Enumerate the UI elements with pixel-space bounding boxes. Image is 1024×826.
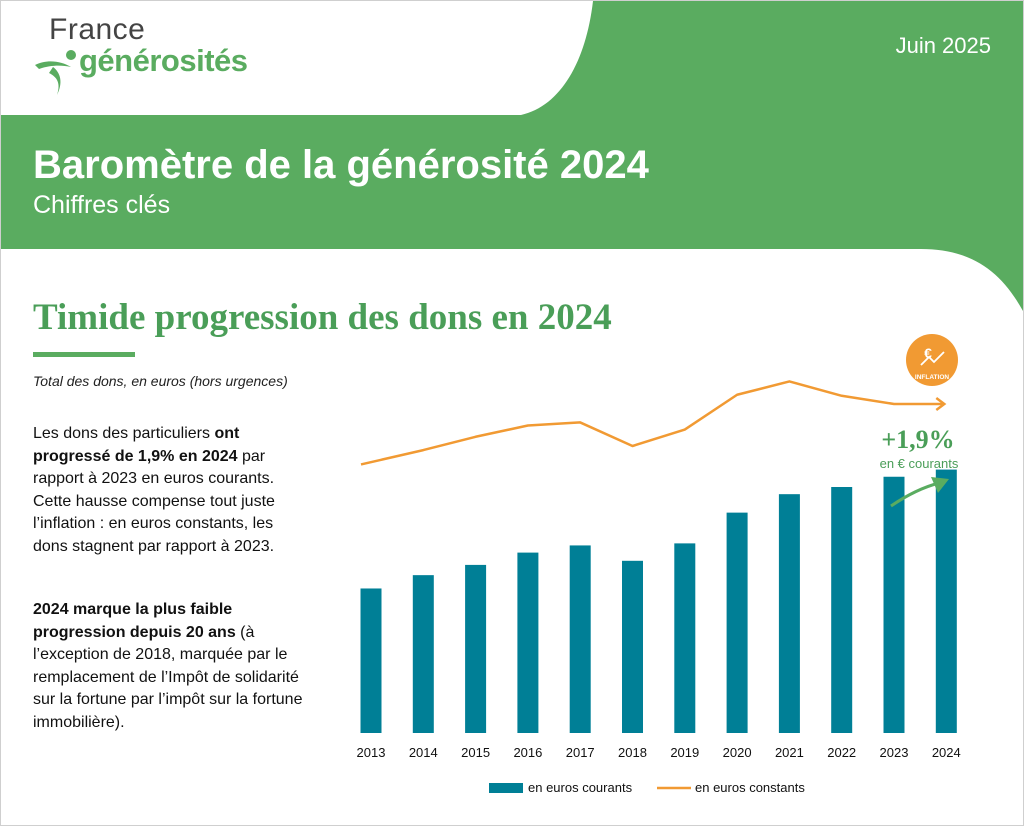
legend-label-euros-courants: en euros courants bbox=[528, 780, 633, 795]
bar-2017 bbox=[569, 545, 591, 733]
bar-2013 bbox=[360, 588, 382, 733]
bar-2019 bbox=[674, 543, 696, 733]
bar-2020 bbox=[726, 512, 748, 733]
growth-arrowhead-icon bbox=[931, 477, 949, 493]
line-arrowhead-icon bbox=[935, 396, 947, 411]
x-tick-label: 2014 bbox=[409, 745, 438, 760]
x-tick-label: 2016 bbox=[513, 745, 542, 760]
euro-symbol: € bbox=[924, 345, 932, 361]
legend: en euros courants en euros constants bbox=[489, 780, 805, 795]
x-tick-label: 2021 bbox=[775, 745, 804, 760]
inflation-label: INFLATION bbox=[915, 374, 949, 381]
bar-2021 bbox=[778, 494, 800, 733]
logo-text-generosites: générosités bbox=[79, 43, 248, 78]
bold-text: 2024 marque la plus faible progression d… bbox=[33, 601, 236, 641]
section-divider bbox=[33, 352, 135, 357]
logo: France générosités bbox=[31, 9, 311, 99]
bar-2023 bbox=[883, 476, 905, 733]
bar-2024 bbox=[935, 469, 957, 733]
bold-text: ont progressé de 1,9% en 2024 bbox=[33, 425, 240, 465]
inflation-badge: € INFLATION bbox=[906, 334, 958, 386]
body-text: Les dons des particuliers bbox=[33, 425, 215, 442]
x-tick-label: 2024 bbox=[932, 745, 961, 760]
section-title: Timide progression des dons en 2024 bbox=[33, 297, 612, 338]
paragraph-lowest-progression: 2024 marque la plus faible progression d… bbox=[33, 599, 305, 734]
growth-value: +1,9% bbox=[881, 425, 954, 454]
bar-2022 bbox=[831, 487, 853, 733]
x-tick-label: 2019 bbox=[670, 745, 699, 760]
body-text: (à l’exception de 2018, marquée par le r… bbox=[33, 623, 303, 731]
x-tick-label: 2020 bbox=[723, 745, 752, 760]
x-tick-label: 2018 bbox=[618, 745, 647, 760]
legend-swatch-bars bbox=[489, 783, 523, 793]
series-line-euros-constants bbox=[360, 380, 943, 466]
trend-up-icon bbox=[920, 351, 945, 366]
body-text: par rapport à 2023 en euros courants. Ce… bbox=[33, 447, 275, 555]
x-tick-label: 2015 bbox=[461, 745, 490, 760]
x-tick-label: 2022 bbox=[827, 745, 856, 760]
legend-label-euros-constants: en euros constants bbox=[695, 780, 805, 795]
x-tick-label: 2023 bbox=[880, 745, 909, 760]
bar-2018 bbox=[622, 560, 643, 733]
x-tick-label: 2017 bbox=[566, 745, 595, 760]
logo-text-france: France bbox=[49, 13, 146, 46]
paragraph-progression: Les dons des particuliers ont progressé … bbox=[33, 423, 305, 558]
bar-2014 bbox=[412, 575, 434, 733]
page-title: Baromètre de la générosité 2024 bbox=[33, 143, 649, 187]
chart-caption: Total des dons, en euros (hors urgences) bbox=[33, 373, 288, 389]
logo-figure-icon bbox=[35, 50, 76, 95]
growth-note: en € courants bbox=[880, 456, 959, 471]
bar-2015 bbox=[465, 564, 487, 733]
x-tick-label: 2013 bbox=[357, 745, 386, 760]
page-subtitle: Chiffres clés bbox=[33, 191, 171, 219]
bar-2016 bbox=[517, 552, 539, 733]
publication-date: Juin 2025 bbox=[895, 33, 991, 58]
